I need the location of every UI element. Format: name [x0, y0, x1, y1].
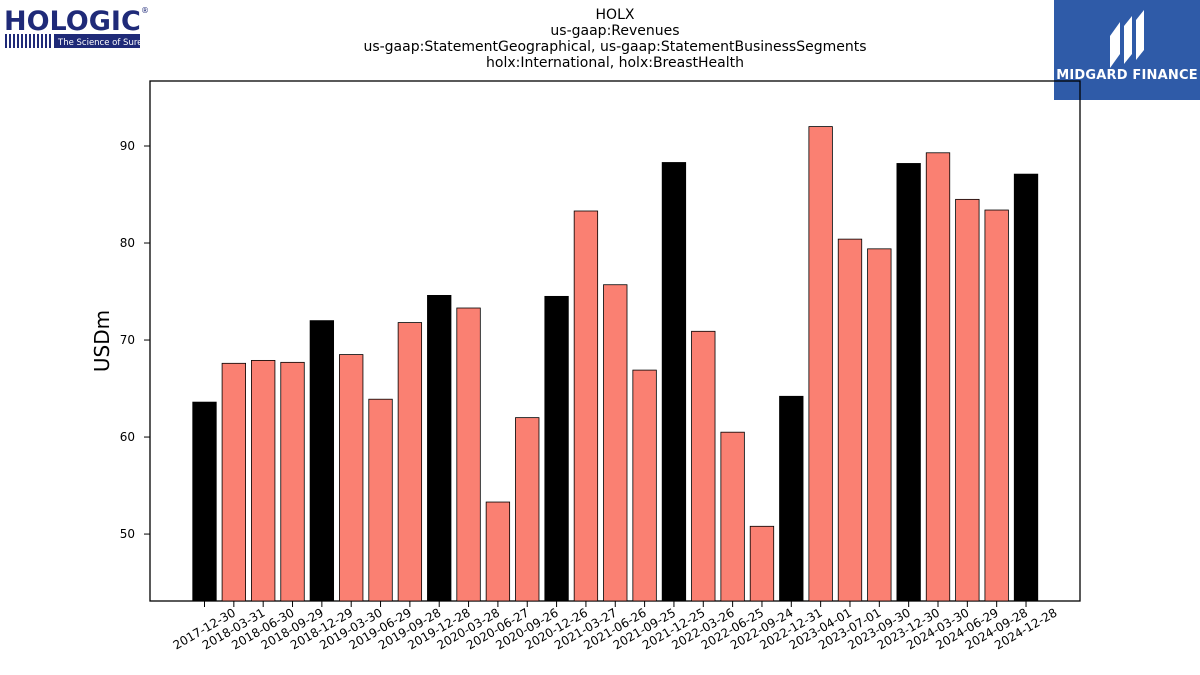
title-line-axes: us-gaap:StatementGeographical, us-gaap:S…	[363, 39, 867, 55]
bar-2018-03-31	[221, 362, 246, 602]
bar-2023-12-30	[896, 163, 921, 602]
bar-2020-03-28	[456, 307, 481, 602]
bar-2021-03-27	[573, 210, 599, 602]
x-axis: 2017-12-302018-03-312018-06-302018-09-29…	[171, 601, 1060, 652]
bars-group	[192, 126, 1039, 602]
hologic-logo-text: HOLOGIC	[4, 6, 141, 37]
bar-2024-09-28	[984, 209, 1009, 602]
bar-2019-06-29	[368, 398, 393, 602]
bar-2022-12-31	[779, 395, 804, 602]
bar-2021-12-25	[661, 162, 687, 602]
bar-2022-06-25	[720, 431, 745, 602]
hologic-tagline: The Science of Sure	[57, 38, 142, 48]
bar-2017-12-30	[192, 401, 217, 602]
bar-2023-04-01	[808, 126, 833, 602]
bar-2020-09-26	[515, 417, 540, 602]
y-tick-label: 90	[120, 139, 135, 153]
bar-2019-03-30	[339, 354, 364, 602]
midgard-mark-icon	[1110, 10, 1144, 68]
chart-title: HOLX us-gaap:Revenues us-gaap:StatementG…	[150, 7, 1080, 71]
bar-2023-07-01	[837, 238, 863, 602]
bar-2018-09-29	[280, 361, 305, 602]
bar-2024-12-28	[1013, 173, 1039, 602]
title-line-concept: us-gaap:Revenues	[550, 23, 680, 39]
bar-2019-09-28	[397, 322, 423, 602]
midgard-finance-logo: MIDGARD FINANCE	[1054, 0, 1200, 100]
title-line-ticker: HOLX	[595, 7, 635, 23]
bar-2018-06-30	[251, 359, 276, 602]
bar-2023-09-30	[867, 248, 892, 602]
svg-text:®: ®	[141, 6, 149, 15]
bar-2022-03-26	[691, 330, 716, 602]
bar-2020-06-27	[485, 501, 511, 602]
y-axis: 50 60 70 80 90	[120, 139, 150, 541]
bar-2021-09-25	[632, 369, 657, 602]
y-tick-label: 80	[120, 236, 135, 250]
y-tick-label: 60	[120, 430, 135, 444]
bar-2024-06-29	[955, 198, 980, 602]
bar-2022-09-24	[749, 525, 775, 602]
bar-2024-03-30	[925, 152, 951, 602]
bar-2019-12-28	[427, 294, 452, 602]
y-tick-label: 50	[120, 527, 135, 541]
bar-2021-06-26	[603, 284, 628, 602]
y-tick-label: 70	[120, 333, 135, 347]
bar-2018-12-29	[309, 320, 335, 602]
hologic-logo: HOLOGIC ® The Science of Sure	[4, 4, 154, 52]
midgard-logo-text: MIDGARD FINANCE	[1056, 68, 1198, 83]
title-line-members: holx:International, holx:BreastHealth	[486, 55, 744, 71]
y-axis-label: USDm	[90, 310, 114, 372]
bar-2020-12-26	[544, 295, 569, 602]
hologic-stripes	[5, 34, 51, 48]
